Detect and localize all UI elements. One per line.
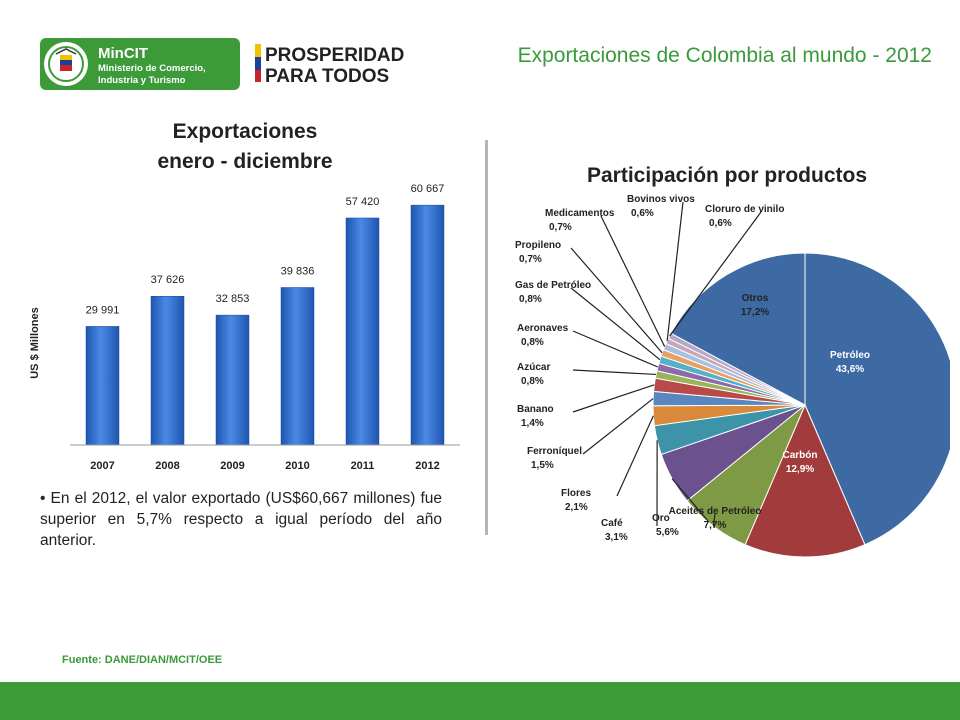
pie-label-name: Otros — [742, 293, 769, 304]
pie-label-value: 0,8% — [521, 376, 544, 387]
pie-label-value: 12,9% — [786, 464, 814, 475]
bar-value-label: 60 667 — [411, 183, 445, 195]
leader-line — [600, 215, 666, 347]
pie-label-value: 0,7% — [519, 254, 542, 265]
pie-label-value: 0,6% — [631, 208, 654, 219]
leader-line — [572, 369, 657, 376]
pie-label-value: 2,1% — [565, 502, 588, 513]
pie-label-name: Flores — [561, 488, 591, 499]
pie-label-value: 1,5% — [531, 460, 554, 471]
leader-line — [570, 287, 661, 361]
pie-label-name: Ferroníquel — [527, 446, 582, 457]
bar-value-label: 32 853 — [216, 293, 250, 305]
bar-value-label: 57 420 — [346, 196, 380, 208]
x-tick-label: 2008 — [155, 460, 179, 472]
bar-2011 — [345, 217, 380, 446]
pie-chart-title: Participación por productos — [587, 164, 867, 187]
pie-label-name: Carbón — [783, 450, 818, 461]
products-pie-chart: Participación por productos Petróleo 43,6… — [515, 164, 950, 558]
pie-label-name: Aeronaves — [517, 323, 569, 334]
bar-value-label: 37 626 — [151, 274, 185, 286]
pie-label-name: Medicamentos — [545, 208, 615, 219]
pie-label-value: 0,7% — [549, 222, 572, 233]
vertical-divider — [485, 140, 488, 535]
pie-label-value: 17,2% — [741, 307, 769, 318]
bar-2008 — [150, 295, 185, 446]
bar-chart-title-line1: Exportaciones — [173, 120, 318, 143]
pie-label-value: 43,6% — [836, 364, 864, 375]
bar-value-label: 39 836 — [281, 265, 315, 277]
page-title: Exportaciones de Colombia al mundo - 201… — [517, 44, 932, 67]
leader-line — [712, 513, 716, 527]
summary-bullet: • — [40, 490, 46, 507]
footer-band — [0, 682, 960, 720]
x-tick-label: 2007 — [90, 460, 114, 472]
mincit-line1: Ministerio de Comercio, — [98, 63, 206, 74]
pie-label-name: Propileno — [515, 240, 561, 251]
pie-slice — [804, 252, 950, 546]
prosperidad-line1: PROSPERIDAD — [265, 45, 404, 66]
exports-bar-chart: Exportaciones enero - diciembre US $ Mil… — [29, 120, 460, 472]
bar-value-label: 29 991 — [86, 304, 120, 316]
pie-label-name: Azúcar — [517, 362, 550, 373]
colombia-seal-icon — [55, 48, 77, 71]
summary-text: En el 2012, el valor exportado (US$60,66… — [40, 490, 442, 549]
mincit-line2: Industria y Turismo — [98, 75, 186, 86]
x-tick-label: 2011 — [351, 460, 375, 472]
pie-label-value: 5,6% — [656, 527, 679, 538]
leader-line — [671, 478, 709, 522]
x-tick-label: 2012 — [415, 460, 439, 472]
pie-slice — [670, 252, 806, 406]
bar-chart-y-axis-label: US $ Millones — [29, 307, 41, 379]
pie-label-value: 1,4% — [521, 418, 544, 429]
pie-label-name: Banano — [517, 404, 554, 415]
prosperidad-line2: PARA TODOS — [265, 66, 389, 86]
x-tick-label: 2010 — [285, 460, 309, 472]
pie-label-name: Petróleo — [830, 350, 870, 361]
source-note: Fuente: DANE/DIAN/MCIT/OEE — [62, 654, 223, 666]
x-tick-label: 2009 — [220, 460, 244, 472]
pie-label-value: 7,7% — [704, 520, 727, 531]
summary-paragraph: • En el 2012, el valor exportado (US$60,… — [40, 488, 442, 551]
bar-2009 — [215, 314, 250, 446]
bar-chart-title-line2: enero - diciembre — [157, 150, 332, 173]
pie-label-name: Aceites de Petróleo — [669, 506, 762, 517]
pie-label-value: 3,1% — [605, 532, 628, 543]
leader-line — [570, 247, 663, 354]
bar-2010 — [280, 287, 315, 446]
prosperidad-logo: PROSPERIDAD PARA TODOS — [255, 44, 404, 86]
pie-label-name: Bovinos vivos — [627, 194, 695, 205]
pie-label-value: 0,8% — [521, 337, 544, 348]
leader-line — [582, 398, 654, 455]
leader-line — [666, 201, 684, 342]
pie-label-name: Oro — [652, 513, 670, 524]
mincit-logo: MinCIT Ministerio de Comercio, Industria… — [40, 38, 240, 90]
leader-line — [669, 211, 762, 337]
bar-2007 — [85, 326, 120, 446]
pie-label-value: 0,6% — [709, 218, 732, 229]
leader-line — [572, 330, 659, 368]
pie-label-name: Café — [601, 518, 623, 529]
pie-label-value: 0,8% — [519, 294, 542, 305]
leader-line — [616, 415, 654, 497]
pie-slice — [744, 403, 866, 558]
bar-2012 — [410, 204, 445, 446]
pie-label-name: Gas de Petróleo — [515, 280, 591, 291]
leader-line — [572, 384, 655, 413]
mincit-name: MinCIT — [98, 45, 148, 62]
pie-label-name: Cloruro de vinilo — [705, 204, 784, 215]
